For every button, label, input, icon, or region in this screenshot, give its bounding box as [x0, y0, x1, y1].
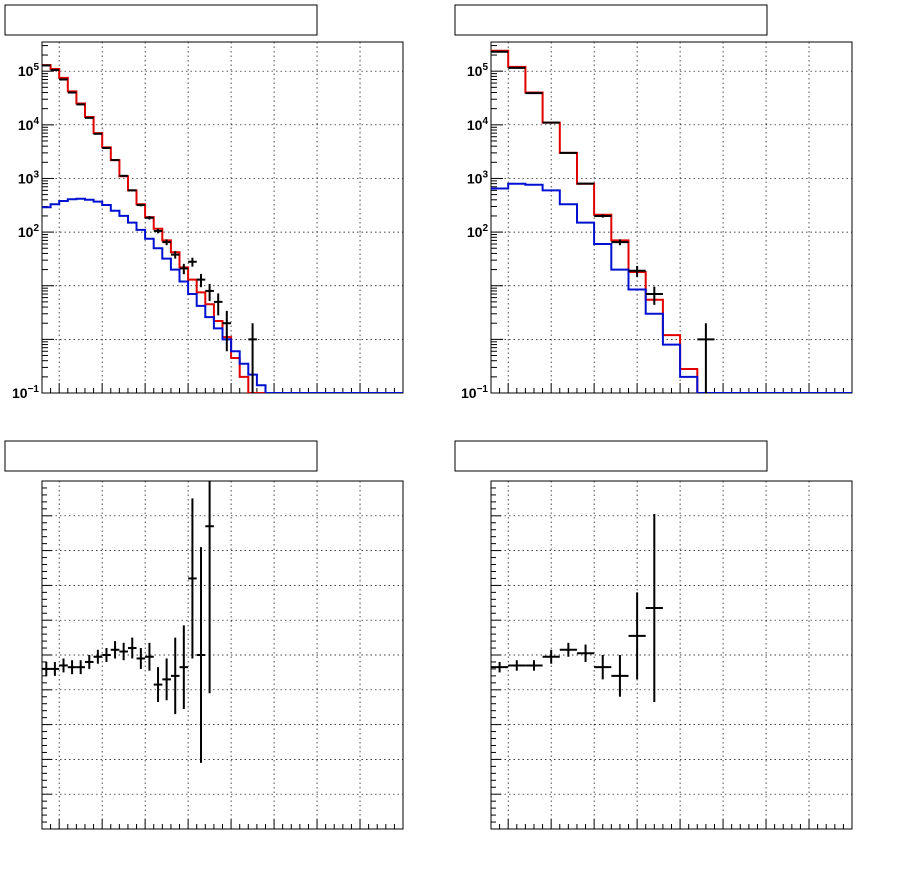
y-tick-label: 10−1	[12, 384, 39, 401]
grid-lines	[491, 42, 852, 393]
plot-area	[42, 481, 214, 763]
data-point	[628, 265, 646, 277]
plot-frame	[490, 41, 853, 394]
data-point	[594, 655, 612, 680]
data-point	[645, 286, 663, 305]
x-axis	[41, 819, 404, 829]
data-point	[145, 642, 154, 671]
y-axis: 10−1 102 103 104 105	[461, 45, 503, 401]
data-point	[205, 283, 214, 301]
title-box	[454, 4, 768, 36]
y-tick-label: 103	[467, 169, 489, 186]
data-point	[628, 592, 646, 680]
data-point	[50, 661, 60, 676]
y-axis	[491, 480, 501, 830]
title-box	[4, 4, 318, 36]
data-point	[136, 648, 146, 669]
data-point	[697, 323, 715, 393]
y-tick-label: 104	[18, 116, 40, 133]
y-tick-label: 103	[18, 169, 40, 186]
data-point	[119, 642, 128, 661]
data-point	[170, 251, 180, 259]
data-point	[59, 658, 68, 673]
data-point	[145, 216, 154, 220]
y-axis: 10−1 102 103 104 105	[12, 45, 54, 401]
grid-lines	[42, 42, 403, 393]
data-point	[611, 239, 629, 246]
data-point	[102, 648, 111, 662]
y-tick-label: 105	[467, 62, 489, 79]
data-point	[248, 323, 257, 393]
data-point	[110, 641, 120, 659]
data-point	[559, 642, 577, 657]
y-axis	[42, 480, 52, 830]
component-histogram	[42, 197, 403, 393]
data-point	[196, 547, 206, 763]
data-point	[102, 146, 111, 149]
data-point	[611, 655, 629, 697]
chart-panel-2: 10−1 102 103 104 105	[454, 4, 853, 401]
chart-panel-1: 10−1 102 103 104 105	[4, 4, 404, 401]
data-point	[93, 132, 103, 135]
total-model-histogram	[491, 49, 852, 393]
data-point	[42, 661, 51, 676]
data-point	[576, 182, 595, 185]
data-point	[205, 481, 214, 694]
data-point	[170, 637, 180, 715]
title-box	[4, 440, 318, 472]
data-point	[222, 310, 232, 352]
data-point	[188, 257, 197, 267]
data-point	[196, 273, 206, 288]
data-point	[179, 263, 189, 275]
component-histogram	[491, 182, 852, 393]
chart-panel-4	[454, 440, 853, 830]
data-point	[559, 151, 577, 154]
data-point	[162, 658, 171, 701]
data-point	[127, 189, 137, 192]
data-point	[119, 174, 128, 177]
y-tick-label: 102	[467, 223, 489, 240]
grid-lines	[491, 481, 852, 829]
data-point	[93, 649, 103, 664]
data-point	[110, 159, 120, 162]
plot-area	[491, 514, 663, 702]
y-tick-label: 10−1	[461, 384, 488, 401]
data-point	[645, 514, 663, 702]
x-axis	[490, 819, 853, 829]
data-point	[491, 661, 509, 673]
y-tick-label: 102	[18, 223, 40, 240]
data-point	[542, 649, 560, 664]
total-model-histogram	[42, 64, 403, 393]
x-axis	[490, 383, 853, 393]
data-point	[67, 660, 77, 675]
data-point	[179, 625, 189, 709]
data-point	[127, 637, 137, 659]
data-point	[508, 660, 526, 671]
y-tick-label: 104	[467, 116, 489, 133]
y-tick-label: 105	[18, 62, 40, 79]
grid-lines	[42, 481, 403, 829]
plot-area	[491, 49, 852, 393]
data-point	[76, 660, 85, 675]
data-point	[153, 228, 163, 234]
data-point	[162, 239, 171, 246]
data-point	[594, 214, 612, 218]
data-point	[213, 293, 223, 316]
data-point	[84, 655, 94, 669]
plot-area	[42, 64, 403, 393]
x-axis	[41, 383, 404, 393]
chart-panel-3	[4, 440, 404, 830]
data-point	[525, 660, 543, 671]
data-point	[576, 644, 595, 662]
title-box	[454, 440, 768, 472]
data-point	[153, 667, 163, 702]
data-point	[136, 203, 146, 207]
data-point	[188, 498, 197, 659]
